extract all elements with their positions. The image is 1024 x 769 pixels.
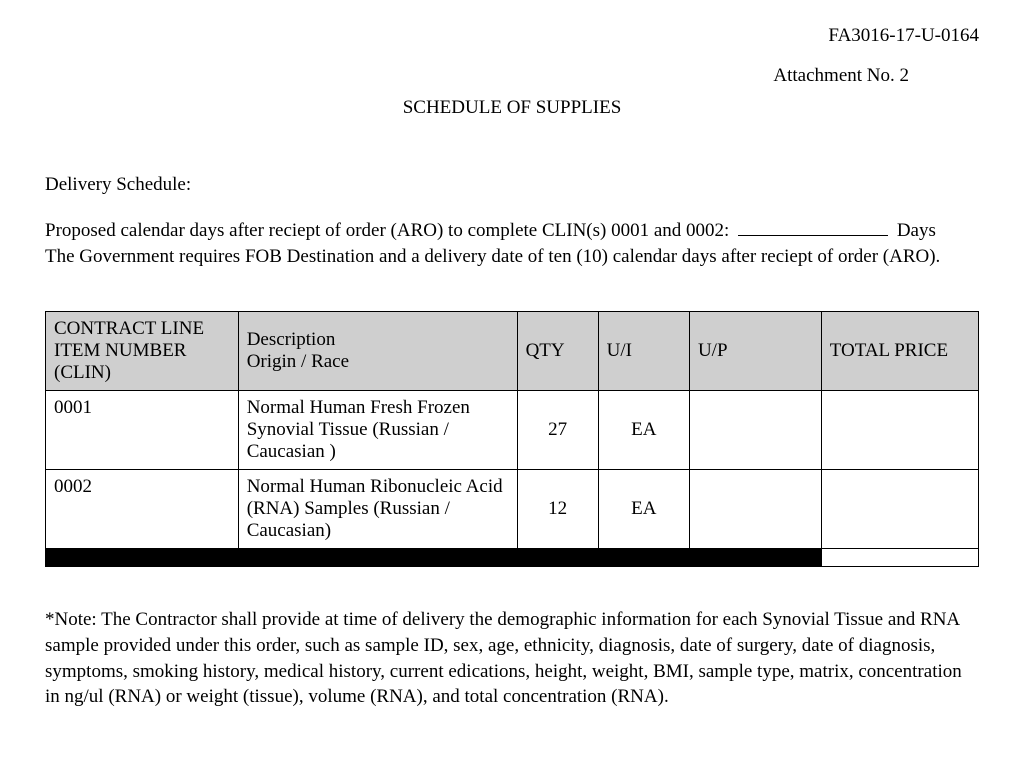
- col-desc: Description Origin / Race: [238, 312, 517, 391]
- footer-bar-black: [46, 549, 822, 567]
- table-header-row: CONTRACT LINE ITEM NUMBER (CLIN) Descrip…: [46, 312, 979, 391]
- col-clin: CONTRACT LINE ITEM NUMBER (CLIN): [46, 312, 239, 391]
- col-total: TOTAL PRICE: [821, 312, 978, 391]
- supplies-table: CONTRACT LINE ITEM NUMBER (CLIN) Descrip…: [45, 311, 979, 567]
- table-row: 0002 Normal Human Ribonucleic Acid (RNA)…: [46, 470, 979, 549]
- delivery-line1-pre: Proposed calendar days after reciept of …: [45, 220, 734, 241]
- cell-ui: EA: [598, 391, 689, 470]
- cell-up: [689, 391, 821, 470]
- cell-up: [689, 470, 821, 549]
- blank-days-line: [738, 235, 888, 236]
- cell-qty: 27: [517, 391, 598, 470]
- col-desc-line2: Origin / Race: [247, 351, 509, 373]
- cell-clin: 0002: [46, 470, 239, 549]
- page-title: SCHEDULE OF SUPPLIES: [45, 97, 979, 119]
- cell-total: [821, 391, 978, 470]
- col-ui: U/I: [598, 312, 689, 391]
- delivery-line1: Proposed calendar days after reciept of …: [45, 218, 979, 244]
- footnote: *Note: The Contractor shall provide at t…: [45, 607, 979, 710]
- attachment-no: Attachment No. 2: [45, 65, 979, 87]
- footer-bar-total-cell: [821, 549, 978, 567]
- delivery-heading: Delivery Schedule:: [45, 174, 979, 196]
- cell-qty: 12: [517, 470, 598, 549]
- cell-clin: 0001: [46, 391, 239, 470]
- col-up: U/P: [689, 312, 821, 391]
- table-footer-bar: [46, 549, 979, 567]
- delivery-line2: The Government requires FOB Destination …: [45, 244, 979, 270]
- col-desc-line1: Description: [247, 329, 509, 351]
- cell-total: [821, 470, 978, 549]
- cell-desc: Normal Human Fresh Frozen Synovial Tissu…: [238, 391, 517, 470]
- delivery-line1-post: Days: [892, 220, 936, 241]
- cell-desc: Normal Human Ribonucleic Acid (RNA) Samp…: [238, 470, 517, 549]
- doc-id: FA3016-17-U-0164: [45, 25, 979, 47]
- col-qty: QTY: [517, 312, 598, 391]
- table-row: 0001 Normal Human Fresh Frozen Synovial …: [46, 391, 979, 470]
- cell-ui: EA: [598, 470, 689, 549]
